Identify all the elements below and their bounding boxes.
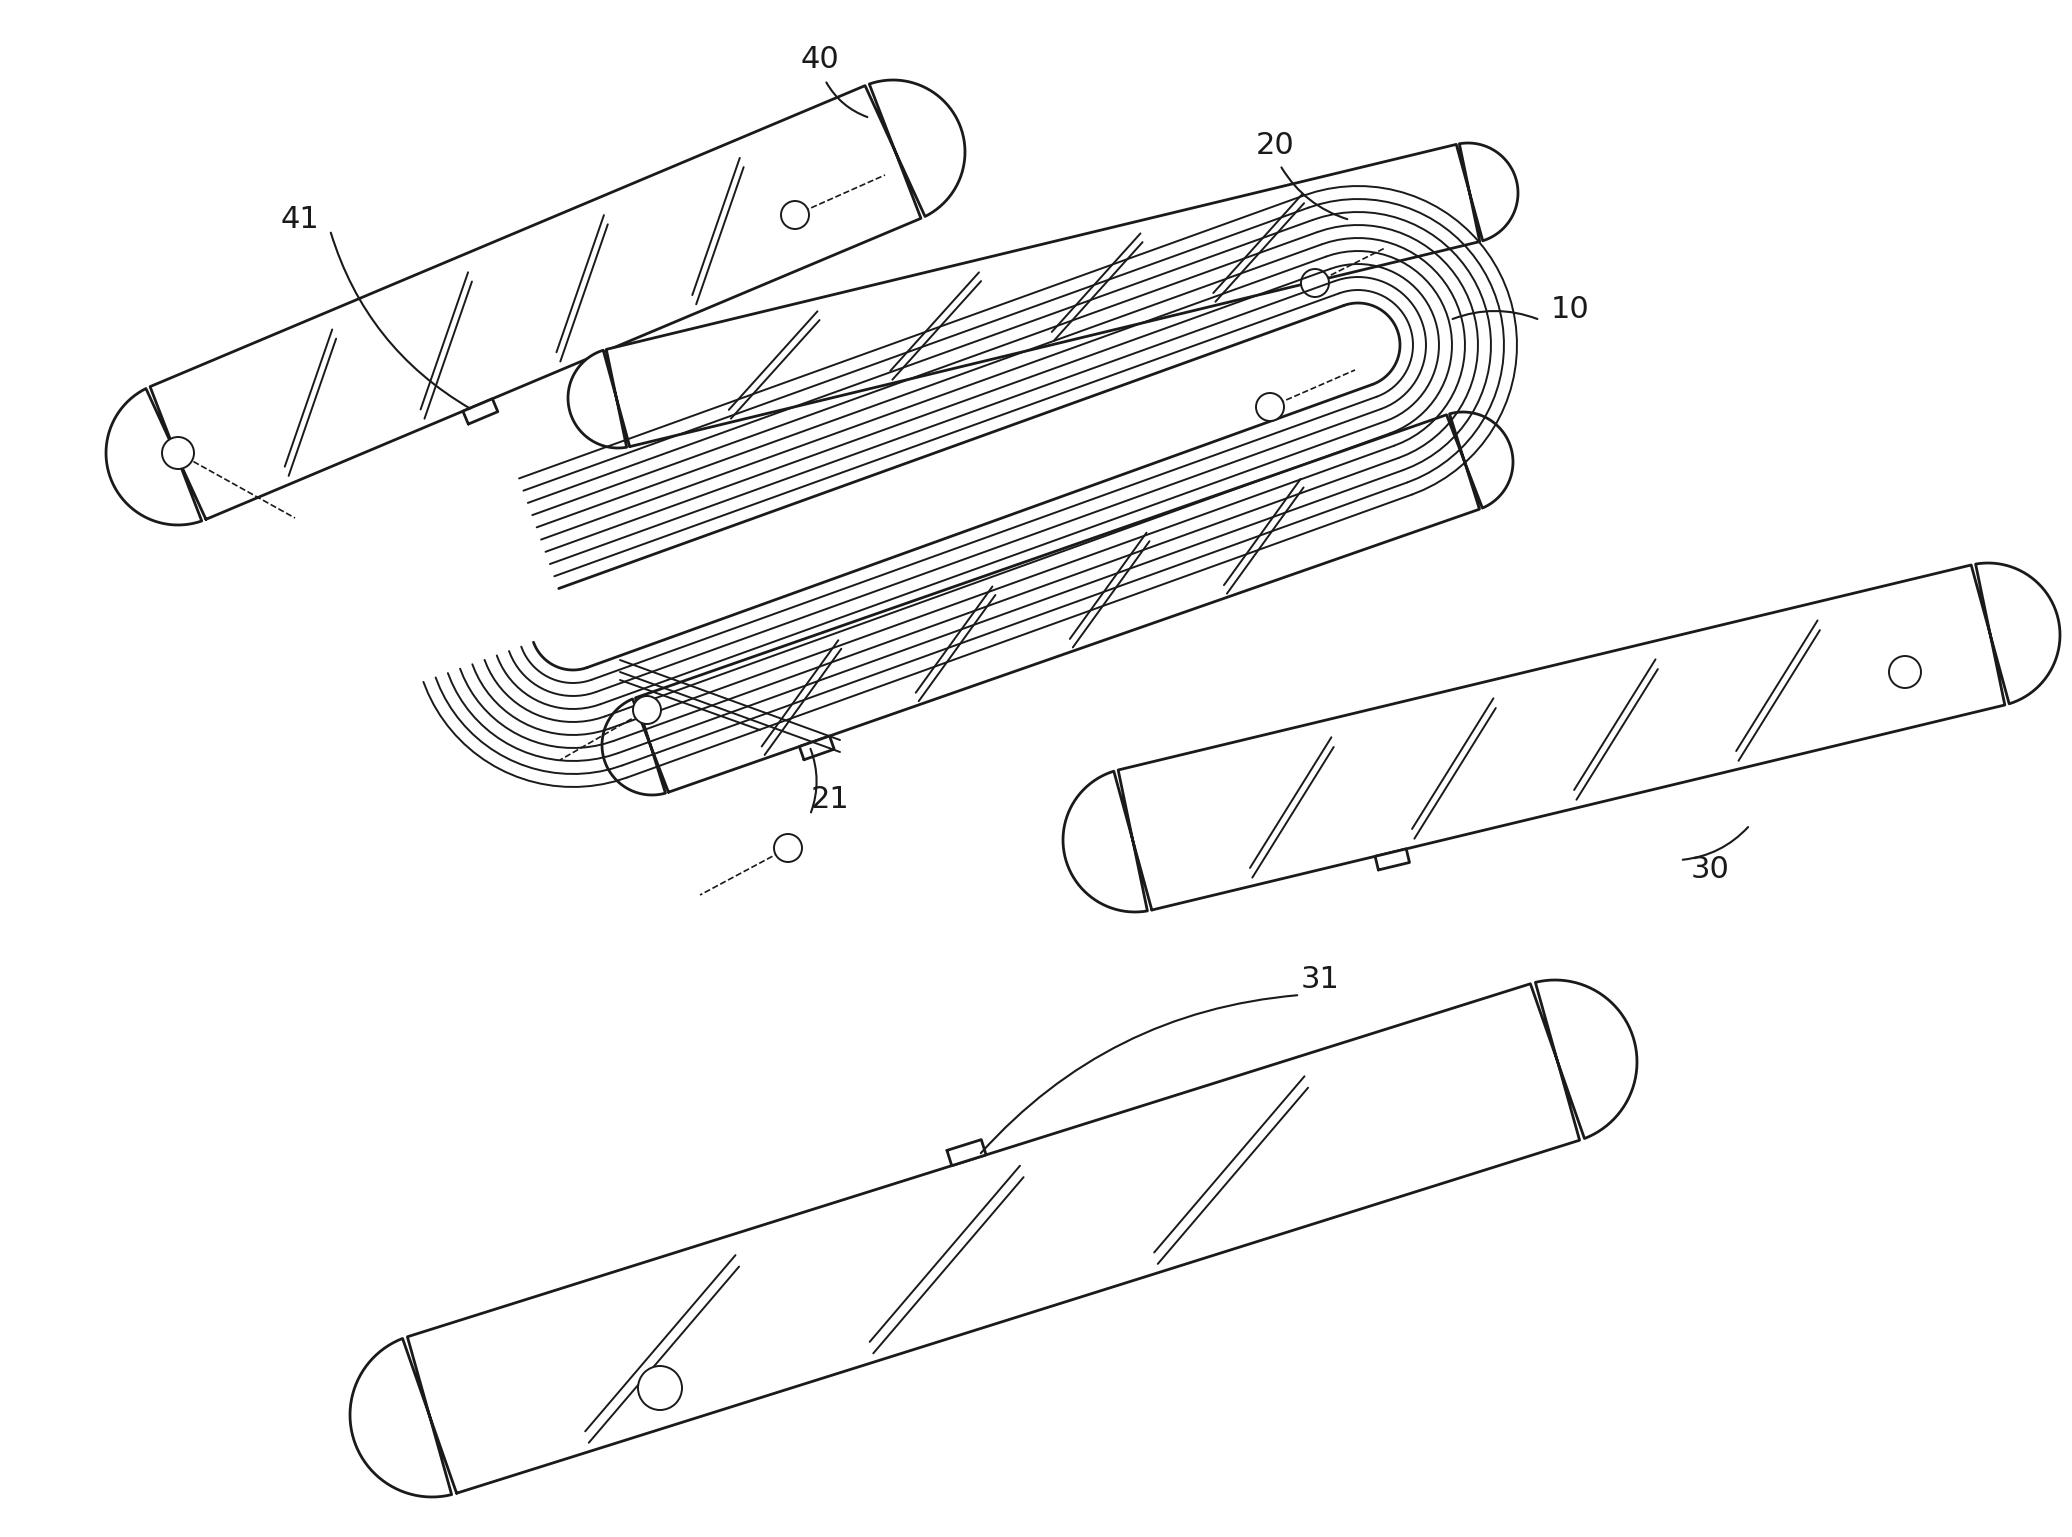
Circle shape bbox=[781, 201, 808, 229]
Circle shape bbox=[1890, 656, 1921, 689]
Polygon shape bbox=[568, 143, 1519, 447]
Text: 21: 21 bbox=[810, 785, 850, 815]
Text: 31: 31 bbox=[1301, 965, 1339, 994]
Polygon shape bbox=[947, 1139, 986, 1165]
Circle shape bbox=[162, 437, 195, 469]
Text: 10: 10 bbox=[1550, 295, 1589, 324]
Circle shape bbox=[638, 1366, 682, 1409]
Circle shape bbox=[1301, 269, 1328, 297]
Polygon shape bbox=[106, 80, 966, 526]
Text: 41: 41 bbox=[280, 206, 319, 235]
Polygon shape bbox=[462, 398, 497, 424]
Circle shape bbox=[775, 835, 802, 862]
Circle shape bbox=[634, 696, 661, 724]
Text: 30: 30 bbox=[1691, 856, 1730, 884]
Polygon shape bbox=[800, 736, 835, 759]
Polygon shape bbox=[1063, 563, 2060, 911]
Polygon shape bbox=[1376, 848, 1409, 870]
Circle shape bbox=[1256, 393, 1285, 421]
Polygon shape bbox=[603, 412, 1513, 795]
Text: 40: 40 bbox=[800, 46, 839, 74]
Polygon shape bbox=[350, 981, 1637, 1497]
Text: 20: 20 bbox=[1256, 131, 1295, 160]
